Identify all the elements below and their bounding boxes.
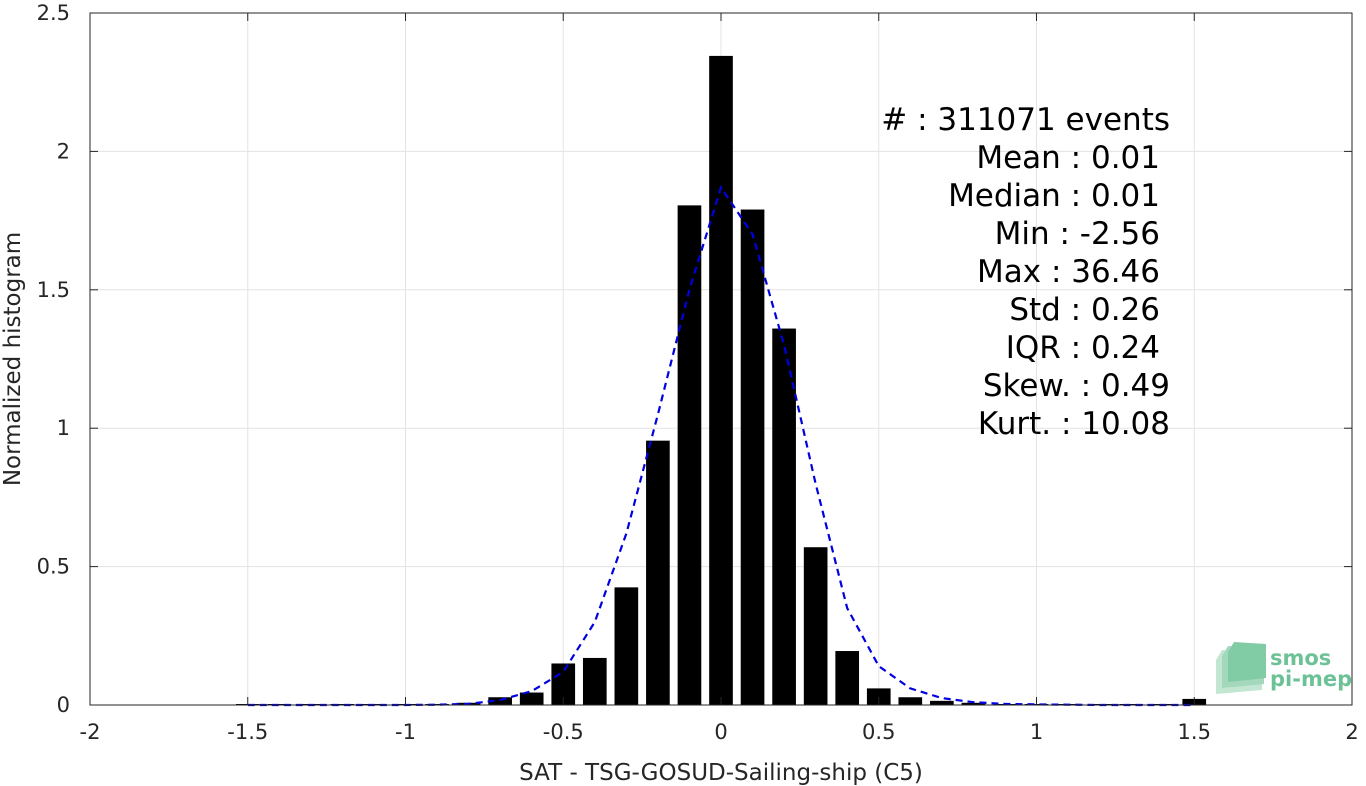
histogram-bar <box>740 209 765 705</box>
logo-text-pi-mep: pi-mep <box>1270 667 1352 691</box>
stat-max: Max : 36.46 <box>977 254 1160 290</box>
histogram-bar <box>803 547 828 705</box>
y-tick-labels: 0 0.5 1 1.5 2 2.5 <box>37 1 70 717</box>
histogram-bar <box>898 697 923 705</box>
histogram-bar <box>646 440 670 705</box>
x-tick-label: -1.5 <box>227 720 268 744</box>
stat-iqr: IQR : 0.24 <box>1006 330 1160 366</box>
histogram-bar <box>614 587 639 705</box>
y-tick-label: 0.5 <box>37 555 70 579</box>
y-axis-title: Normalized histogram <box>0 232 26 486</box>
histogram-bar <box>488 697 512 705</box>
statistics-annotation: # : 311071 events Mean : 0.01 Median : 0… <box>881 102 1170 442</box>
x-tick-label: 1 <box>1030 720 1043 744</box>
histogram-bar <box>772 328 796 705</box>
x-tick-label: -0.5 <box>543 720 584 744</box>
y-tick-label: 2.5 <box>37 1 70 25</box>
y-tick-label: 1 <box>57 416 70 440</box>
histogram-bar <box>709 55 733 706</box>
stat-mean: Mean : 0.01 <box>976 140 1160 176</box>
x-axis-title: SAT - TSG-GOSUD-Sailing-ship (C5) <box>519 760 923 786</box>
histogram-bar <box>866 688 891 705</box>
y-tick-label: 2 <box>57 139 70 163</box>
logo-text-smos: smos <box>1270 646 1331 670</box>
x-tick-label: 0.5 <box>862 720 895 744</box>
histogram-bar <box>961 702 986 705</box>
histogram-bar <box>930 700 954 705</box>
histogram-bar <box>551 663 576 705</box>
stat-min: Min : -2.56 <box>995 216 1160 252</box>
x-tick-label: 1.5 <box>1178 720 1211 744</box>
smos-pi-mep-logo: smos pi-mep <box>1216 642 1352 694</box>
histogram-bar <box>835 651 860 705</box>
x-tick-label: 0 <box>714 720 727 744</box>
y-tick-label: 0 <box>57 693 70 717</box>
axis-ticks <box>89 12 1353 706</box>
wave-icon <box>1216 642 1266 694</box>
histogram-bar <box>582 657 607 705</box>
x-tick-label: -1 <box>395 720 416 744</box>
stat-std: Std : 0.26 <box>1009 292 1160 328</box>
x-tick-labels: -2 -1.5 -1 -0.5 0 0.5 1 1.5 2 <box>80 720 1359 744</box>
histogram-bar <box>519 692 544 705</box>
stat-skew: Skew. : 0.49 <box>983 368 1170 404</box>
stat-median: Median : 0.01 <box>948 178 1160 214</box>
stat-kurt: Kurt. : 10.08 <box>978 406 1170 442</box>
stat-events: # : 311071 events <box>881 102 1170 138</box>
y-tick-label: 1.5 <box>37 278 70 302</box>
histogram-bars <box>235 55 1207 706</box>
histogram-bar <box>677 205 702 705</box>
x-tick-label: 2 <box>1345 720 1358 744</box>
x-tick-label: -2 <box>80 720 101 744</box>
